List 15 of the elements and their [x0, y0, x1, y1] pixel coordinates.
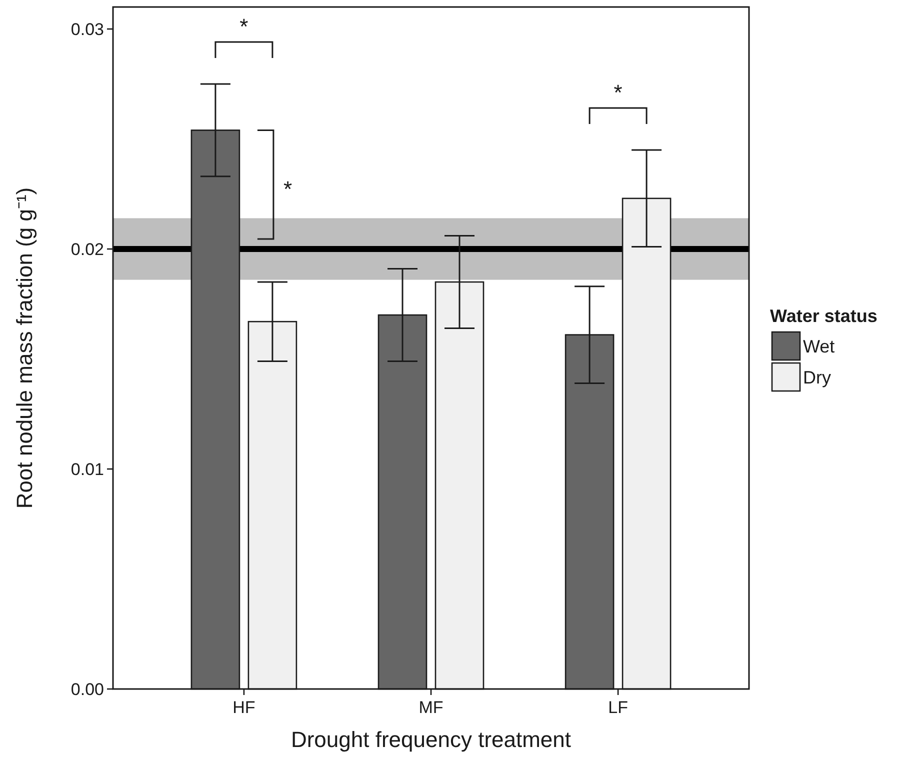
annotation: *	[614, 80, 623, 105]
y-tick-label: 0.00	[70, 680, 104, 699]
y-axis-title: Root nodule mass fraction (g g⁻¹)	[12, 187, 37, 509]
legend-title: Water status	[770, 306, 878, 326]
y-tick-label: 0.02	[70, 240, 104, 259]
annotation: *	[283, 176, 292, 202]
legend-label: Wet	[803, 336, 835, 356]
annotation: *	[240, 14, 249, 39]
x-tick-label: HF	[232, 698, 256, 717]
x-axis-title: Drought frequency treatment	[290, 727, 572, 752]
x-tick-label: LF	[608, 698, 628, 717]
y-tick-label: 0.03	[70, 20, 104, 39]
legend-label: Dry	[803, 367, 831, 388]
x-tick-label: MF	[418, 698, 444, 717]
y-tick-label: 0.01	[70, 460, 104, 479]
